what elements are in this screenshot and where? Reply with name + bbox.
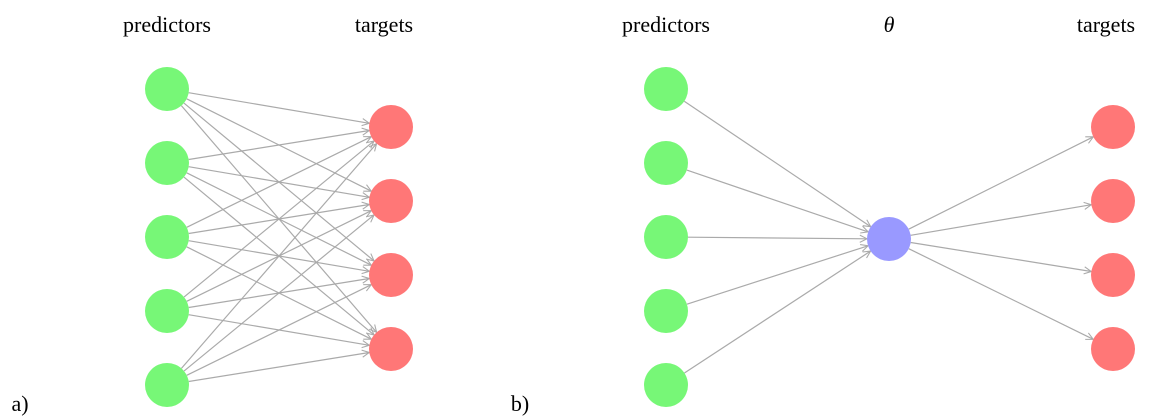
edge	[180, 144, 376, 369]
edge	[186, 137, 372, 228]
edge	[188, 352, 370, 383]
panel-label: b)	[511, 391, 529, 416]
target-node	[369, 179, 413, 223]
predictor-node	[145, 67, 189, 111]
predictor-node	[145, 215, 189, 259]
edge	[687, 237, 867, 239]
predictor-node	[644, 215, 688, 259]
predictor-node	[644, 67, 688, 111]
target-node	[369, 327, 413, 371]
edge	[188, 92, 370, 124]
predictor-node	[145, 141, 189, 185]
column-label: θ	[884, 12, 895, 37]
edge	[908, 248, 1094, 340]
edges	[180, 92, 1094, 383]
edge	[910, 205, 1092, 236]
edge	[910, 241, 1092, 271]
column-label: targets	[355, 12, 413, 37]
predictor-node	[644, 141, 688, 185]
edge	[684, 251, 870, 374]
column-label: targets	[1077, 12, 1135, 37]
predictor-node	[145, 289, 189, 333]
nodes	[145, 67, 1135, 407]
predictor-node	[145, 363, 189, 407]
edge	[183, 215, 374, 372]
target-node	[1091, 179, 1135, 223]
panel-label: a)	[11, 391, 28, 416]
edge	[188, 130, 370, 161]
edge	[186, 285, 372, 376]
theta-node	[867, 217, 911, 261]
column-label: predictors	[622, 12, 710, 37]
target-node	[369, 253, 413, 297]
edge	[686, 246, 868, 305]
target-node	[1091, 105, 1135, 149]
edge	[908, 137, 1094, 230]
edge	[683, 100, 870, 226]
target-node	[369, 105, 413, 149]
predictor-node	[644, 289, 688, 333]
predictor-node	[644, 363, 688, 407]
target-node	[1091, 253, 1135, 297]
edge	[183, 141, 374, 298]
column-label: predictors	[123, 12, 211, 37]
edge	[686, 169, 868, 232]
target-node	[1091, 327, 1135, 371]
